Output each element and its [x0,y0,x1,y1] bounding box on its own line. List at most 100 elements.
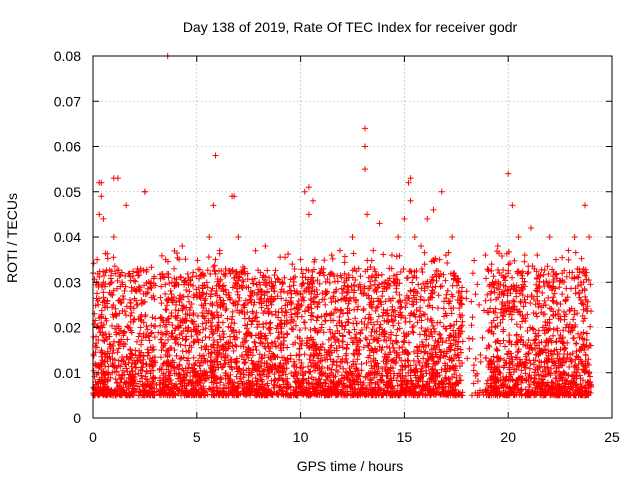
data-point [257,340,264,347]
data-point [437,331,444,338]
data-point [160,274,167,281]
data-point [502,343,509,350]
data-point [417,293,424,300]
data-point [484,291,491,298]
data-point [120,357,127,364]
data-point [363,336,370,343]
data-point [517,323,524,330]
data-point [470,367,477,374]
data-point [482,275,489,282]
data-point [564,339,571,346]
data-point [510,297,517,304]
data-point [374,318,381,325]
data-point [162,290,169,297]
data-point [587,323,594,330]
data-point [162,306,169,313]
data-point [179,335,186,342]
data-point [437,319,444,326]
data-point [578,255,585,262]
data-point [110,234,117,240]
data-point [421,311,428,318]
data-point [206,234,213,240]
data-point [301,308,308,315]
data-point [494,347,501,354]
data-point [412,362,419,369]
data-point [260,320,267,327]
data-point [546,325,553,332]
data-point [171,265,178,272]
data-point [469,336,476,343]
data-point [248,321,255,328]
data-point [301,319,308,326]
data-point [470,362,477,369]
data-point [166,280,173,287]
data-point [344,283,351,290]
data-point [373,304,380,311]
data-point [555,307,562,314]
data-point [322,301,329,308]
data-point [122,312,129,319]
data-point [418,265,425,272]
data-point [203,290,210,297]
data-point [409,279,416,286]
data-point [556,284,563,291]
data-point [396,252,403,259]
data-point [439,283,446,290]
data-point [500,267,507,274]
data-point [353,320,360,327]
data-point [328,299,335,306]
data-point [482,297,489,304]
data-point [119,293,126,300]
data-point [100,294,107,301]
data-point [417,308,424,315]
data-point [131,316,138,323]
data-point [494,266,501,273]
data-point [517,299,524,306]
data-point [360,305,367,312]
data-point [196,363,203,370]
data-point [414,290,421,297]
data-point [143,376,150,383]
data-point [525,350,532,357]
data-point [132,278,139,285]
data-point [545,271,552,278]
data-point [419,269,426,276]
data-point [158,314,165,321]
data-point [513,321,520,328]
data-point [151,334,158,341]
data-point [341,259,348,266]
data-point [202,333,209,340]
chart-title: Day 138 of 2019, Rate Of TEC Index for r… [183,19,518,35]
data-point [477,351,484,358]
data-point [169,322,176,329]
data-point [421,297,428,304]
data-point [146,337,153,344]
data-point [186,288,193,295]
data-point [318,352,325,359]
data-point [293,352,300,359]
data-point [384,317,391,324]
data-point [474,281,481,288]
data-point [105,363,112,370]
data-point [541,297,548,304]
data-point [570,316,577,323]
data-point [127,300,134,307]
data-point [559,339,566,346]
data-point [251,338,258,345]
data-point [352,315,359,322]
data-point [435,292,442,299]
data-point [252,247,259,254]
data-point [429,322,436,329]
data-point [281,312,288,319]
data-point [288,294,295,301]
data-point [442,277,449,284]
data-point [127,312,134,319]
data-point [368,257,375,264]
data-point [485,328,492,335]
data-point [448,310,455,317]
data-point [313,317,320,324]
data-point [339,344,346,351]
data-point [158,300,165,307]
data-point [279,376,286,383]
